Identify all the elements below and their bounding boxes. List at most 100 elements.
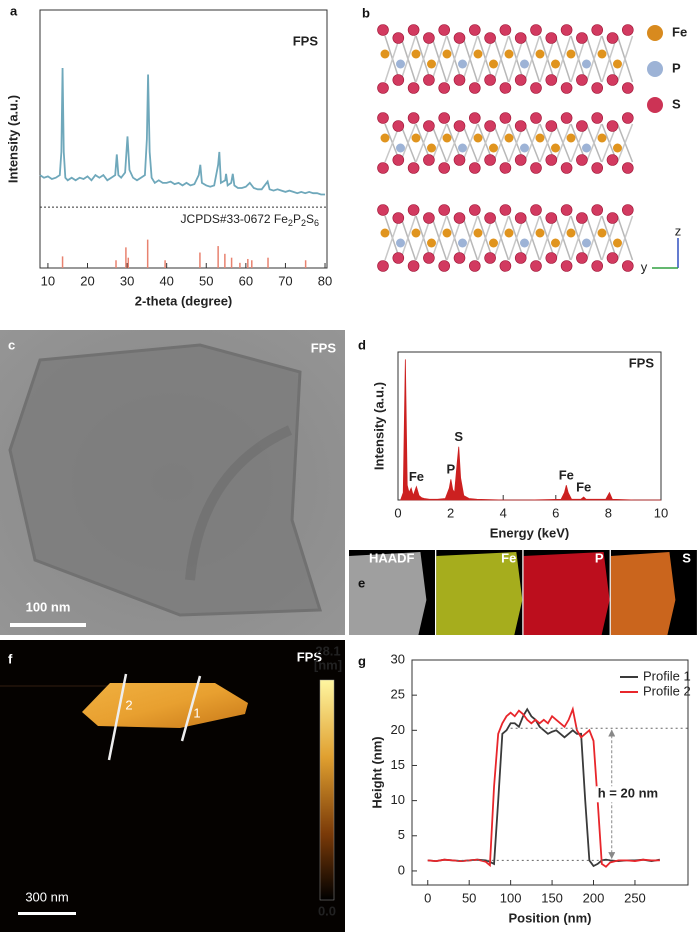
atom-fe [613, 238, 622, 248]
profile-line [180, 675, 202, 742]
panel-letter: g [358, 653, 366, 668]
atom-s [453, 154, 466, 166]
atom-s [468, 82, 481, 94]
colorbar-max: 28.1 [315, 643, 340, 658]
image-tag: FPS [311, 340, 337, 355]
legend-label: Fe [672, 24, 687, 39]
tile-label: P [595, 550, 604, 565]
atom-s [392, 154, 405, 166]
atom-fe [411, 133, 421, 143]
atom-s [484, 120, 496, 132]
atom-fe [411, 228, 421, 238]
y-axis-label: Intensity (a.u.) [371, 382, 386, 470]
atom-fe [566, 49, 576, 59]
annotation-bg [595, 786, 662, 803]
atom-s [576, 252, 588, 264]
atom-s [484, 32, 496, 44]
atom-fe [427, 59, 436, 69]
series-line [427, 707, 660, 868]
scale-bar-label: 300 nm [25, 889, 68, 904]
atom-s [621, 162, 634, 174]
atom-s [438, 204, 451, 216]
atom-s [407, 82, 420, 94]
map-signal [349, 552, 427, 635]
atom-fe [396, 143, 405, 153]
x-tick-label: 70 [278, 273, 292, 288]
atom-fe [458, 59, 467, 69]
atom-s [423, 74, 435, 86]
atom-fe [597, 49, 607, 59]
atom-fe [551, 143, 560, 153]
atom-s [591, 204, 604, 216]
plot-frame [39, 9, 328, 269]
atom-s [499, 112, 512, 124]
atom-s [514, 32, 527, 44]
atom-fe [566, 228, 576, 238]
x-tick-label: 4 [500, 505, 507, 520]
x-tick-label: 10 [41, 273, 55, 288]
peak-label: S [454, 429, 463, 444]
panel-letter: a [10, 3, 18, 18]
x-tick-label: 30 [120, 273, 134, 288]
atom-fe [442, 49, 452, 59]
atom-fe [597, 133, 607, 143]
atom-s [606, 74, 619, 86]
x-tick-label: 80 [318, 273, 332, 288]
atom-s [545, 252, 558, 264]
atom-s [377, 24, 389, 36]
atom-s [468, 260, 481, 272]
legend-atom [647, 25, 663, 41]
series-line [39, 68, 326, 196]
atom-fe [380, 133, 390, 143]
atom-fe [535, 133, 545, 143]
atom-s [499, 204, 512, 216]
bond [554, 215, 572, 261]
panel-letter: c [8, 337, 15, 352]
atom-s [377, 260, 389, 272]
x-tick-label: 40 [159, 273, 173, 288]
reference-label-part: 2 [301, 218, 306, 228]
atom-s [453, 120, 466, 132]
atom-s [591, 82, 604, 94]
tile-label: Fe [501, 550, 516, 565]
atom-fe [489, 143, 498, 153]
atom-s [377, 204, 389, 216]
atom-s [606, 252, 619, 264]
atom-fe [504, 133, 514, 143]
atom-s [530, 260, 542, 272]
atom-s [407, 24, 420, 36]
atom-s [591, 162, 604, 174]
tile-label: S [682, 550, 691, 565]
x-axis-label: 2-theta (degree) [135, 293, 233, 308]
atom-s [468, 24, 481, 36]
atom-fe [458, 238, 467, 248]
reference-label-part: 6 [314, 218, 319, 228]
x-tick-label: 100 [500, 890, 522, 905]
atom-s [591, 112, 604, 124]
atom-s [484, 252, 496, 264]
atom-fe [473, 49, 483, 59]
x-tick-label: 150 [541, 890, 563, 905]
atom-fe [427, 238, 436, 248]
image-tag: FPS [297, 649, 323, 664]
bond [461, 215, 479, 261]
atom-fe [489, 59, 498, 69]
fold [185, 425, 293, 581]
atom-s [514, 154, 527, 166]
atom-fe [504, 228, 514, 238]
bond [523, 123, 541, 163]
y-axis-label: Height (nm) [369, 736, 384, 808]
atom-s [468, 204, 481, 216]
atom-s [407, 204, 420, 216]
x-tick-label: 250 [624, 890, 646, 905]
bond [430, 35, 448, 83]
bond [461, 35, 479, 83]
atom-s [499, 82, 512, 94]
atom-s [392, 120, 405, 132]
panel-letter: e [358, 575, 365, 590]
atom-s [453, 252, 466, 264]
bond [601, 35, 618, 83]
bond [570, 35, 587, 83]
atom-s [423, 154, 435, 166]
atom-s [453, 74, 466, 86]
